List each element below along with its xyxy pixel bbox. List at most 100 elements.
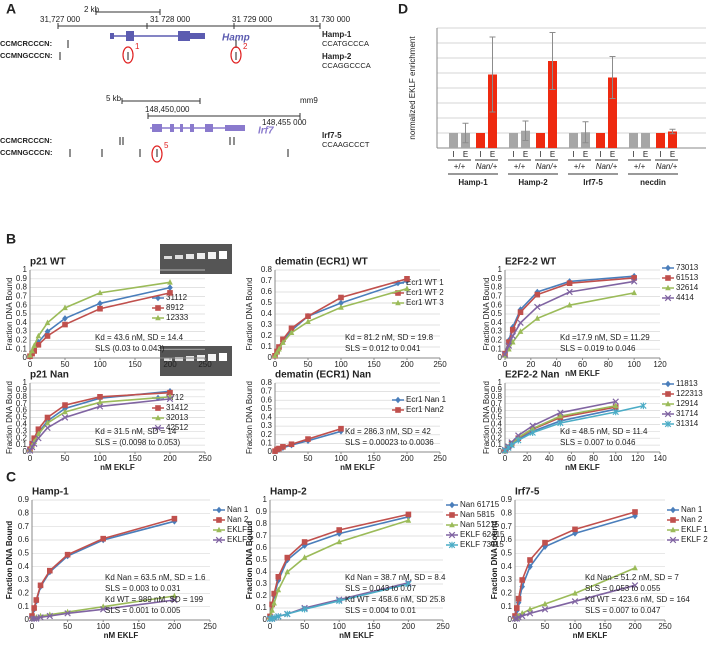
marker bbox=[171, 515, 178, 522]
marker bbox=[30, 615, 38, 622]
x-tick-label: 20 bbox=[526, 360, 535, 369]
y-axis-label: Fraction DNA Bound bbox=[5, 521, 14, 599]
y-tick-label: 0.6 bbox=[491, 300, 503, 309]
site-number: 1 bbox=[135, 42, 140, 51]
x-tick-label: 50 bbox=[300, 622, 309, 631]
genotype-label: Nan/+ bbox=[656, 162, 678, 171]
exon bbox=[170, 124, 174, 132]
marker bbox=[529, 429, 536, 436]
marker bbox=[665, 400, 671, 407]
y-tick-label: 0.5 bbox=[261, 298, 273, 307]
x-tick-label: 50 bbox=[304, 360, 313, 369]
y-tick-label: 0.7 bbox=[256, 531, 268, 540]
annotation: SLS = 0.004 to 0.01 bbox=[345, 606, 416, 615]
site-highlight bbox=[230, 46, 242, 64]
annotation: Kd WT = 989 nM, SD = 199 bbox=[105, 595, 204, 604]
marker bbox=[336, 527, 342, 533]
marker bbox=[571, 598, 579, 605]
legend-label: Ecr1 WT 2 bbox=[406, 288, 444, 297]
x-axis-label: nM EKLF bbox=[565, 369, 600, 378]
marker bbox=[505, 342, 513, 349]
y-tick-label: 0.7 bbox=[491, 292, 503, 301]
genotype-label: +/+ bbox=[514, 162, 526, 171]
marker bbox=[542, 539, 548, 546]
marker bbox=[27, 352, 33, 358]
bar bbox=[641, 133, 650, 148]
x-tick-label: E bbox=[583, 150, 588, 159]
marker bbox=[301, 554, 308, 560]
marker bbox=[566, 288, 573, 296]
group-label: Hamp-2 bbox=[518, 178, 548, 187]
legend-label: 8912 bbox=[166, 303, 184, 312]
chart-title: p21 WT bbox=[30, 257, 66, 268]
marker bbox=[612, 408, 619, 416]
panel-label: B bbox=[6, 231, 16, 247]
site-highlight bbox=[151, 145, 163, 163]
x-tick-label: 100 bbox=[334, 454, 348, 463]
marker bbox=[96, 403, 104, 410]
marker bbox=[280, 336, 286, 343]
y-tick-label: 0.6 bbox=[256, 543, 268, 552]
x-axis-label: nM EKLF bbox=[340, 463, 375, 472]
marker bbox=[509, 327, 516, 333]
marker bbox=[305, 436, 311, 442]
x-tick-label: 50 bbox=[61, 454, 70, 463]
annotation: SLS = 0.003 to 0.031 bbox=[105, 584, 181, 593]
marker bbox=[62, 315, 68, 322]
marker bbox=[665, 275, 671, 281]
x-tick-label: 250 bbox=[198, 454, 212, 463]
marker bbox=[404, 285, 410, 291]
marker bbox=[216, 506, 222, 514]
y-tick-label: 0.5 bbox=[261, 404, 273, 413]
marker bbox=[529, 422, 536, 430]
y-tick-label: 0.7 bbox=[16, 399, 28, 408]
y-tick-label: 0.2 bbox=[501, 588, 513, 597]
marker bbox=[35, 332, 42, 339]
legend-label: 31412 bbox=[166, 403, 189, 412]
annotation: Kd = 31.5 nM, SD = 14 bbox=[95, 427, 177, 436]
y-tick-label: 0.5 bbox=[18, 548, 30, 557]
y-tick-label: 0.9 bbox=[256, 507, 268, 516]
panel-label: C bbox=[6, 469, 16, 485]
marker bbox=[167, 290, 173, 296]
y-tick-label: 0.2 bbox=[491, 336, 503, 345]
error-bar bbox=[609, 56, 616, 99]
error-bar bbox=[489, 36, 496, 113]
marker bbox=[274, 349, 280, 355]
annotation: Kd =17.9 nM, SD = 11.29 bbox=[560, 333, 650, 342]
y-tick-label: 0.7 bbox=[261, 387, 273, 396]
exon bbox=[178, 31, 190, 41]
legend-label: Nan 51215 bbox=[460, 520, 500, 529]
x-tick-label: 100 bbox=[93, 454, 107, 463]
x-tick-label: 20 bbox=[523, 454, 532, 463]
marker bbox=[640, 402, 647, 410]
marker bbox=[288, 329, 295, 335]
marker bbox=[670, 526, 676, 533]
marker bbox=[519, 577, 525, 583]
y-tick-label: 0 bbox=[268, 353, 273, 362]
legend-label: Ecr1 Nan 1 bbox=[406, 395, 447, 404]
marker bbox=[35, 430, 42, 437]
genotype-label: +/+ bbox=[634, 162, 646, 171]
gel-band bbox=[186, 254, 194, 259]
y-tick-label: 0.1 bbox=[501, 602, 513, 611]
x-tick-label: 200 bbox=[163, 360, 177, 369]
marker bbox=[275, 574, 282, 580]
genotype-label: +/+ bbox=[454, 162, 466, 171]
marker bbox=[35, 426, 42, 433]
y-tick-label: 0.2 bbox=[491, 433, 503, 442]
hamp-locus: 2 kb 31,727 000 31 728 000 31 729 000 31… bbox=[0, 5, 371, 70]
legend-label: 4414 bbox=[676, 293, 694, 302]
annotation: SLS = 0.007 to 0.047 bbox=[585, 606, 661, 615]
annotation: SLS = 0.019 to 0.046 bbox=[560, 344, 636, 353]
marker bbox=[62, 321, 68, 328]
x-tick-label: 0 bbox=[513, 622, 518, 631]
marker bbox=[284, 568, 291, 575]
legend-label: 31112 bbox=[166, 293, 188, 302]
gene-name: Irf7 bbox=[258, 126, 274, 137]
legend-label: EKLF 1 bbox=[681, 525, 708, 534]
marker bbox=[338, 304, 344, 310]
annotation: Kd = 81.2 nM, SD = 19.8 bbox=[345, 333, 434, 342]
legend-label: 32614 bbox=[676, 283, 699, 292]
